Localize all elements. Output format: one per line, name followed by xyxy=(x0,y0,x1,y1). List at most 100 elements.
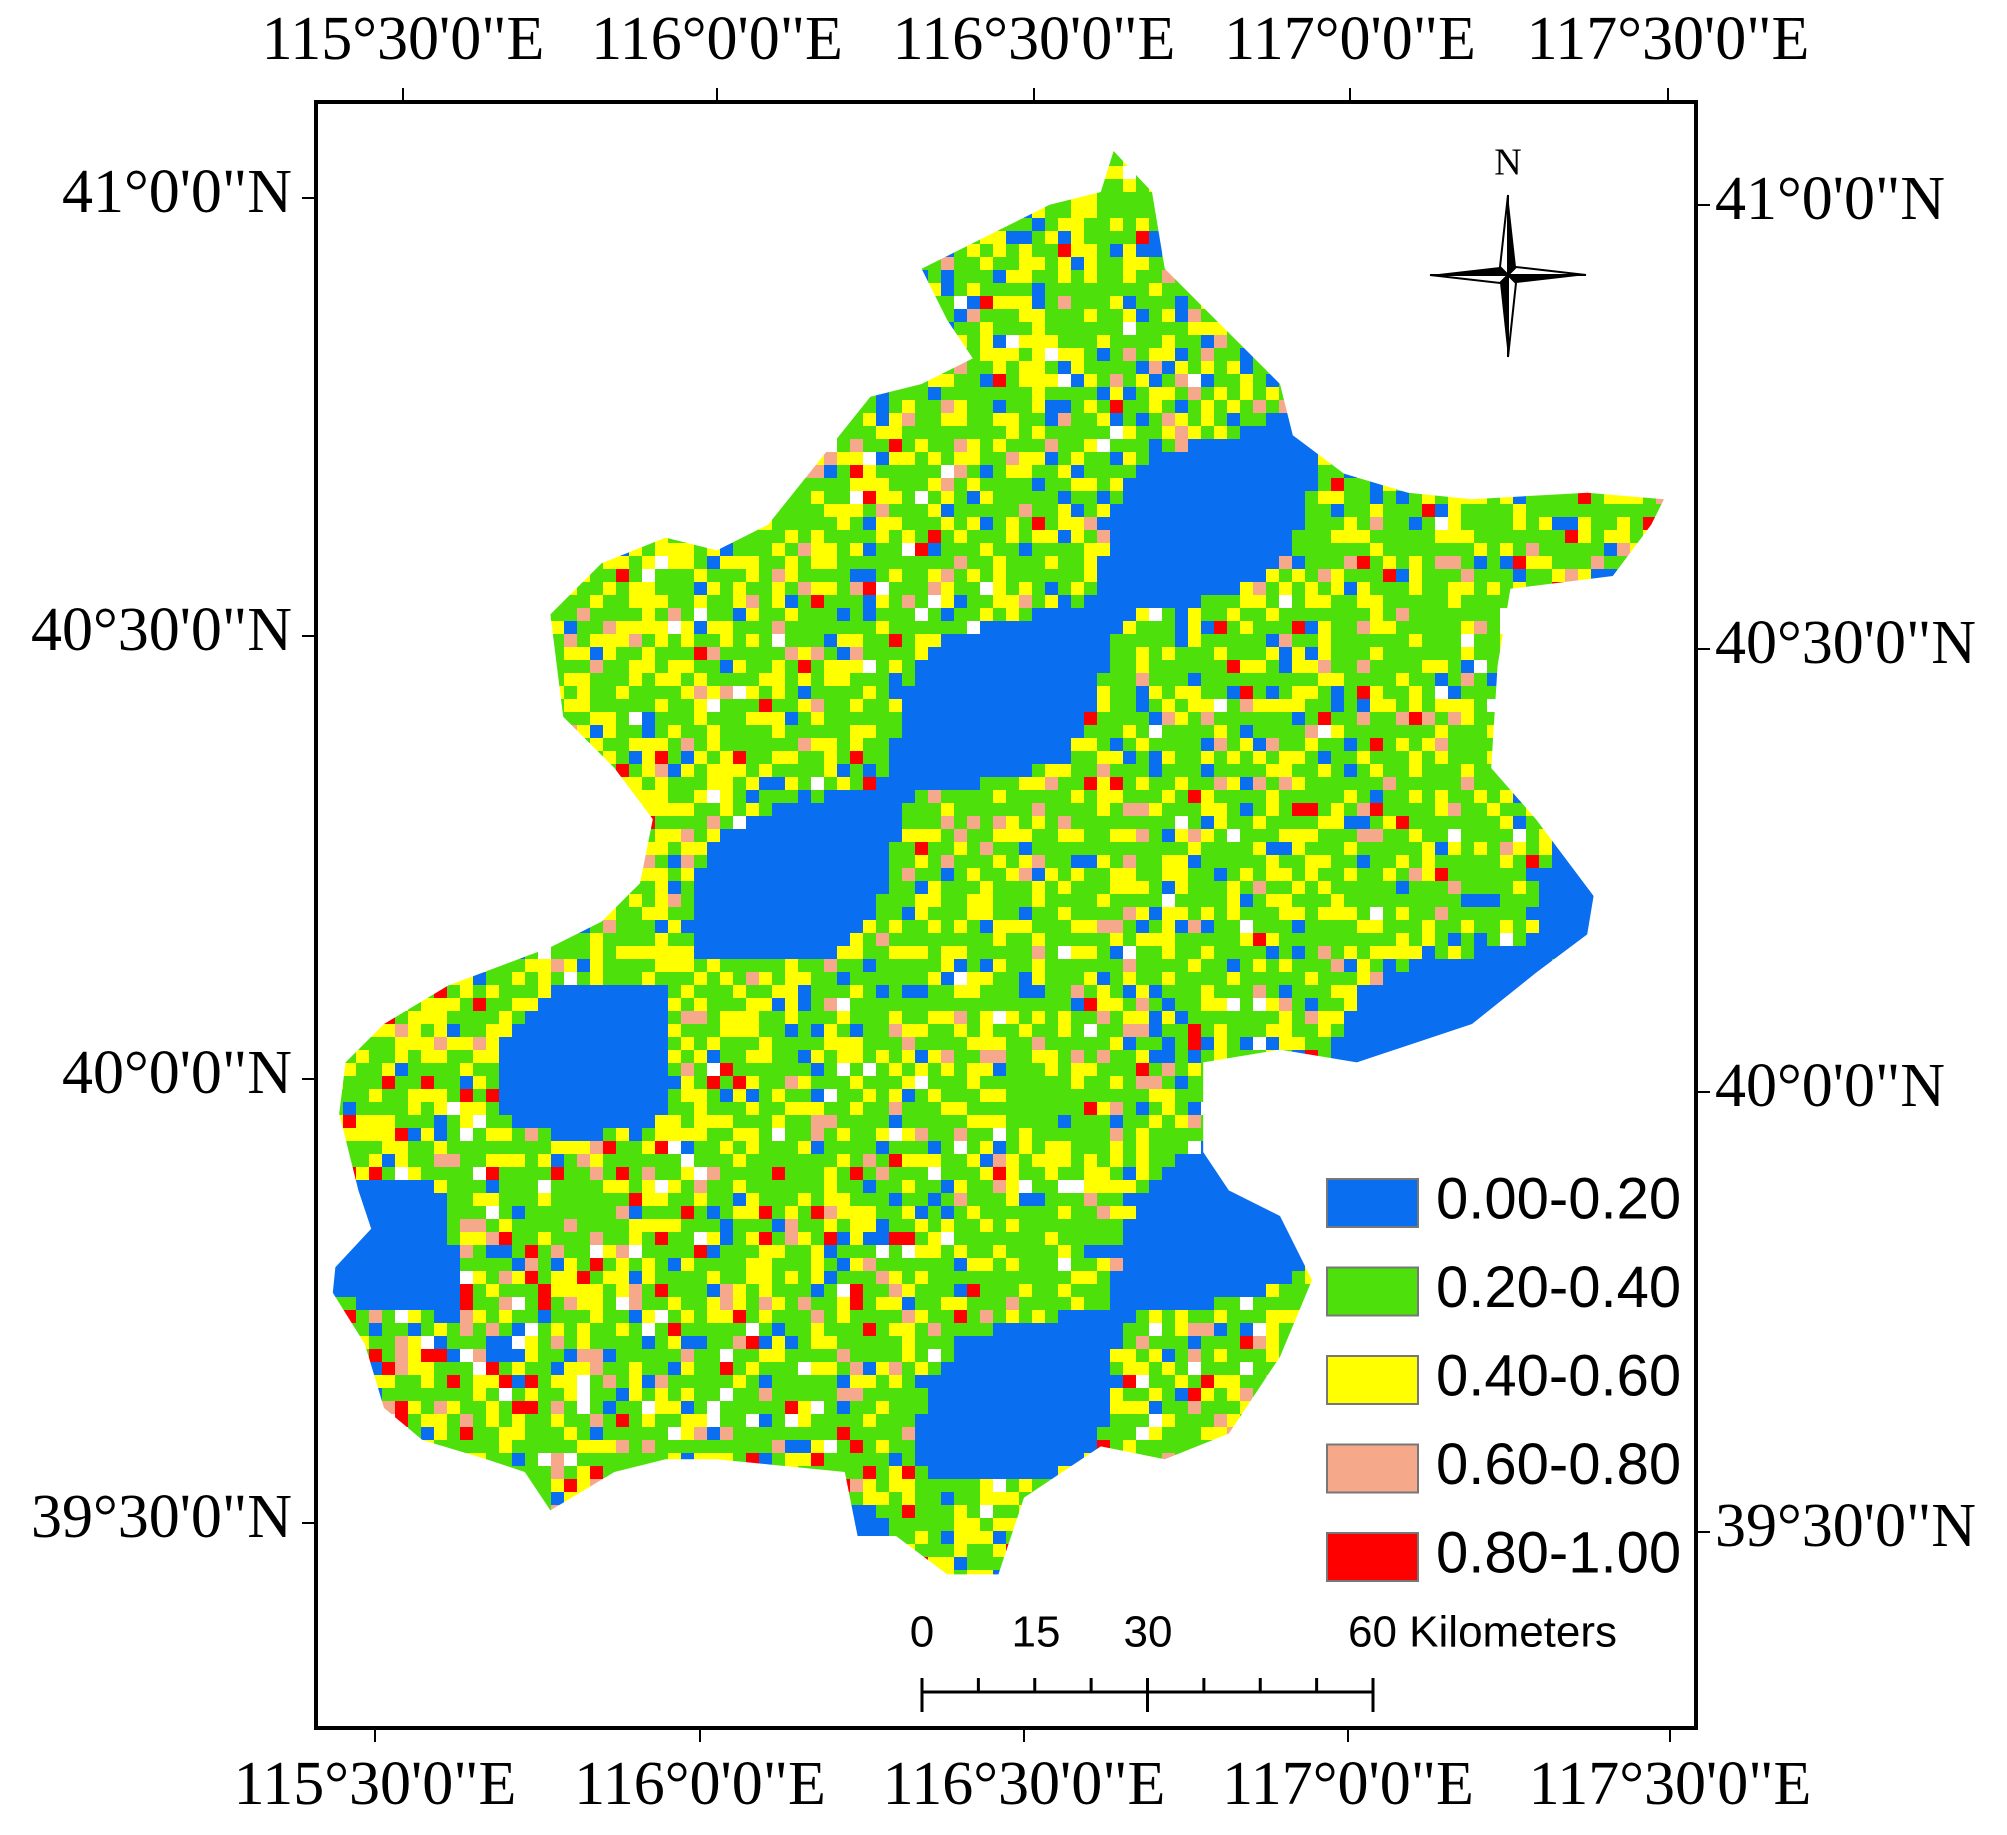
raster-cell xyxy=(772,504,785,517)
raster-cell xyxy=(1552,218,1565,231)
raster-cell xyxy=(1526,335,1539,348)
raster-cell xyxy=(1643,387,1656,400)
raster-cell xyxy=(629,218,642,231)
raster-cell xyxy=(603,621,616,634)
raster-cell xyxy=(1123,335,1136,348)
raster-cell xyxy=(1357,257,1370,270)
raster-cell xyxy=(759,151,772,153)
raster-cell xyxy=(1162,764,1175,777)
raster-cell xyxy=(1409,192,1422,205)
raster-cell xyxy=(1019,725,1032,738)
raster-cell xyxy=(1227,465,1240,478)
raster-cell xyxy=(1487,439,1500,452)
raster-cell xyxy=(707,335,720,348)
raster-cell xyxy=(954,595,967,608)
raster-cell xyxy=(486,660,499,673)
raster-cell xyxy=(707,231,720,244)
raster-cell xyxy=(642,439,655,452)
raster-cell xyxy=(1461,335,1474,348)
raster-cell xyxy=(746,231,759,244)
raster-cell xyxy=(1136,192,1149,205)
raster-cell xyxy=(369,634,382,647)
raster-cell xyxy=(1253,166,1266,179)
raster-cell xyxy=(954,205,967,218)
raster-cell xyxy=(564,738,577,751)
raster-cell xyxy=(473,413,486,426)
raster-cell xyxy=(915,751,928,764)
raster-cell xyxy=(1227,738,1240,751)
raster-cell xyxy=(1227,673,1240,686)
raster-cell xyxy=(1201,478,1214,491)
raster-cell xyxy=(1370,634,1383,647)
raster-cell xyxy=(512,426,525,439)
raster-cell xyxy=(694,478,707,491)
raster-cell xyxy=(1110,634,1123,647)
raster-cell xyxy=(1175,712,1188,725)
raster-cell xyxy=(1175,218,1188,231)
raster-cell xyxy=(1396,608,1409,621)
raster-cell xyxy=(1604,582,1617,595)
raster-cell xyxy=(1110,296,1123,309)
raster-cell xyxy=(824,556,837,569)
raster-cell xyxy=(1110,270,1123,283)
raster-cell xyxy=(1019,413,1032,426)
raster-cell xyxy=(876,595,889,608)
raster-cell xyxy=(1643,452,1656,465)
raster-cell xyxy=(1214,647,1227,660)
raster-cell xyxy=(525,179,538,192)
raster-cell xyxy=(785,413,798,426)
raster-cell xyxy=(733,348,746,361)
raster-cell xyxy=(1110,491,1123,504)
raster-cell xyxy=(1461,179,1474,192)
raster-cell xyxy=(863,764,876,777)
raster-cell xyxy=(1500,517,1513,530)
raster-cell xyxy=(1227,517,1240,530)
raster-cell xyxy=(525,387,538,400)
raster-cell xyxy=(1643,751,1656,764)
raster-cell xyxy=(1279,361,1292,374)
raster-cell xyxy=(577,153,590,166)
raster-cell xyxy=(332,699,343,712)
raster-cell xyxy=(369,283,382,296)
raster-cell xyxy=(772,686,785,699)
raster-cell xyxy=(1552,621,1565,634)
raster-cell xyxy=(1500,699,1513,712)
raster-cell xyxy=(1084,608,1097,621)
raster-cell xyxy=(1149,179,1162,192)
raster-cell xyxy=(551,465,564,478)
raster-cell xyxy=(1240,595,1253,608)
raster-cell xyxy=(1253,582,1266,595)
raster-cell xyxy=(1110,699,1123,712)
raster-cell xyxy=(1240,283,1253,296)
raster-cell xyxy=(460,166,473,179)
raster-cell xyxy=(681,465,694,478)
raster-cell xyxy=(863,244,876,257)
raster-cell xyxy=(1123,569,1136,582)
raster-cell xyxy=(1500,647,1513,660)
raster-cell xyxy=(1474,153,1487,166)
raster-cell xyxy=(655,426,668,439)
raster-cell xyxy=(1331,530,1344,543)
raster-cell xyxy=(1604,699,1617,712)
raster-cell xyxy=(1032,361,1045,374)
raster-cell xyxy=(746,374,759,387)
raster-cell xyxy=(1344,387,1357,400)
raster-cell xyxy=(1149,283,1162,296)
raster-cell xyxy=(1188,218,1201,231)
raster-cell xyxy=(473,530,486,543)
raster-cell xyxy=(1292,582,1305,595)
raster-cell xyxy=(837,634,850,647)
raster-cell xyxy=(1448,257,1461,270)
raster-cell xyxy=(720,192,733,205)
raster-cell xyxy=(603,413,616,426)
raster-cell xyxy=(915,439,928,452)
raster-cell xyxy=(941,621,954,634)
raster-cell xyxy=(1123,751,1136,764)
raster-cell xyxy=(421,686,434,699)
raster-cell xyxy=(499,660,512,673)
raster-cell xyxy=(1253,478,1266,491)
raster-cell xyxy=(460,439,473,452)
raster-cell xyxy=(1227,192,1240,205)
raster-cell xyxy=(538,374,551,387)
raster-cell xyxy=(1643,374,1656,387)
